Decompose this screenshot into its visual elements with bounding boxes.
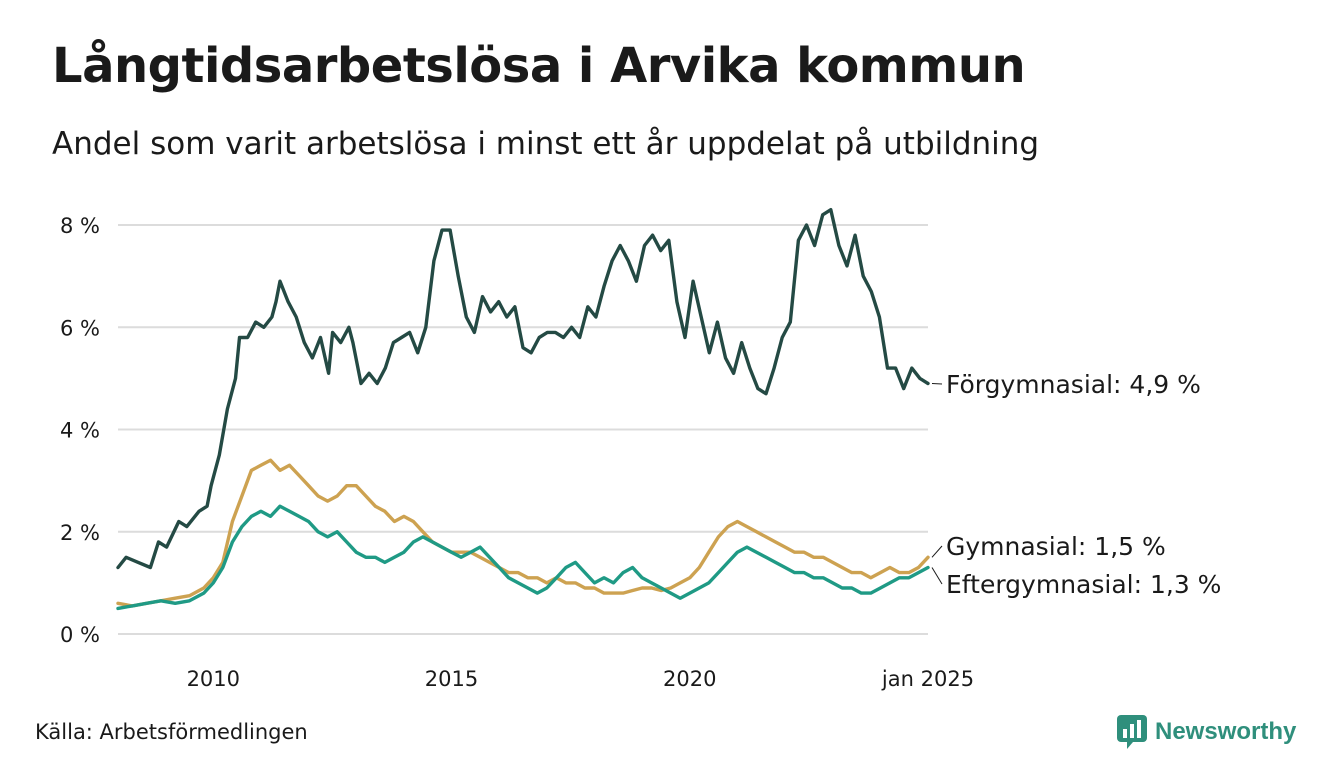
y-tick-label: 2 % bbox=[60, 521, 100, 545]
series-end-label: Eftergymnasial: 1,3 % bbox=[946, 570, 1221, 599]
series-end-label: Gymnasial: 1,5 % bbox=[946, 532, 1166, 561]
series-line-eftergymnasial bbox=[116, 504, 930, 611]
y-axis: 0 % 2 % 4 % 6 % 8 % bbox=[60, 214, 100, 647]
source-note: Källa: Arbetsförmedlingen bbox=[35, 720, 308, 744]
series-labels: Förgymnasial: 4,9 % Gymnasial: 1,5 % Efter… bbox=[931, 370, 1221, 599]
chart-title: Långtidsarbetslösa i Arvika kommun bbox=[52, 38, 1026, 94]
label-leader-line bbox=[931, 545, 943, 558]
y-tick-label: 0 % bbox=[60, 623, 100, 647]
brand-logo[interactable]: Newsworthy bbox=[1117, 714, 1296, 750]
line-chart: 0 % 2 % 4 % 6 % 8 % 2010 2015 2020 jan 2025 För… bbox=[60, 208, 1221, 691]
x-tick-label: 2010 bbox=[187, 667, 240, 691]
chart-subtitle: Andel som varit arbetslösa i minst ett å… bbox=[52, 126, 1040, 162]
y-tick-label: 6 % bbox=[60, 316, 100, 340]
brand-name: Newsworthy bbox=[1155, 718, 1297, 745]
series-end-label: Förgymnasial: 4,9 % bbox=[946, 370, 1201, 399]
label-leader-line bbox=[931, 382, 943, 385]
y-tick-label: 8 % bbox=[60, 214, 100, 238]
x-tick-label: 2015 bbox=[425, 667, 478, 691]
series-line-gymnasial bbox=[116, 458, 930, 608]
label-leader-line bbox=[931, 567, 943, 585]
y-tick-label: 4 % bbox=[60, 419, 100, 443]
series-line-förgymnasial bbox=[116, 208, 930, 570]
newsworthy-logo-icon bbox=[1117, 715, 1147, 749]
series-lines bbox=[116, 208, 930, 611]
x-tick-label: jan 2025 bbox=[881, 667, 974, 691]
x-axis: 2010 2015 2020 jan 2025 bbox=[187, 667, 975, 691]
x-tick-label: 2020 bbox=[663, 667, 716, 691]
